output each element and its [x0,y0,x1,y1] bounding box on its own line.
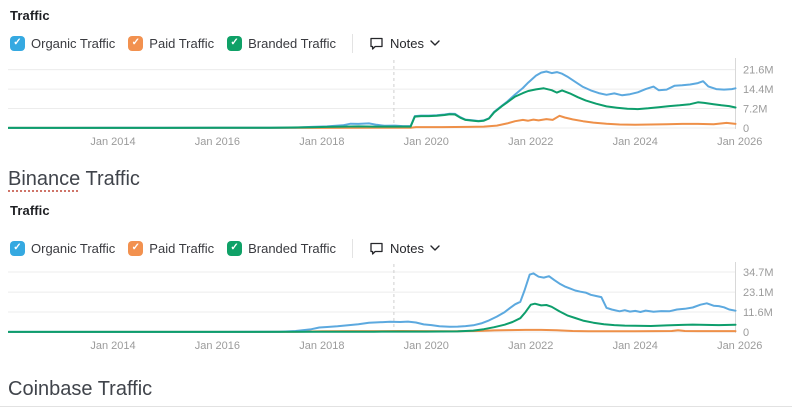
notes-label: Notes [390,240,424,256]
svg-text:Jan 2026: Jan 2026 [717,136,762,148]
heading-word-traffic: Traffic [80,168,140,190]
checkbox-organic[interactable]: ✓ [10,35,25,51]
panel-title: Traffic [10,8,50,23]
check-icon: ✓ [131,37,140,48]
legend-toggle-branded[interactable]: ✓ Branded Traffic [227,35,337,51]
svg-text:0: 0 [743,327,749,339]
checkbox-paid[interactable]: ✓ [128,240,144,256]
legend-row: ✓ Organic Traffic ✓ Paid Traffic ✓ Brand… [10,33,440,53]
svg-text:23.1M: 23.1M [743,287,774,299]
notes-label: Notes [390,35,424,51]
svg-text:11.6M: 11.6M [743,307,773,319]
traffic-chart-coinbase[interactable]: 34.7M 23.1M 11.6M 0 Jan 2014 Jan 2016 Jan 2018… [7,262,792,354]
legend-label-paid: Paid Traffic [149,240,215,256]
svg-text:Jan 2020: Jan 2020 [404,136,449,148]
svg-text:Jan 2016: Jan 2016 [195,340,240,352]
check-icon: ✓ [230,37,239,48]
legend-label-organic: Organic Traffic [31,35,116,51]
svg-text:14.4M: 14.4M [743,84,774,96]
svg-text:Jan 2024: Jan 2024 [613,136,658,148]
page-bottom-divider [0,406,792,407]
svg-text:Jan 2026: Jan 2026 [717,340,762,352]
checkbox-paid[interactable]: ✓ [128,35,144,51]
svg-text:34.7M: 34.7M [743,267,774,279]
legend-toggle-paid[interactable]: ✓ Paid Traffic [128,240,215,256]
svg-text:Jan 2016: Jan 2016 [195,136,240,148]
svg-text:21.6M: 21.6M [743,65,774,77]
traffic-chart-binance[interactable]: 21.6M 14.4M 7.2M 0 Jan 2014 Jan 2016 Jan 2018 J… [7,58,792,150]
legend-label-organic: Organic Traffic [31,240,116,256]
svg-text:0: 0 [743,123,749,135]
heading-word-binance: Binance [8,168,81,190]
legend-row: ✓ Organic Traffic ✓ Paid Traffic ✓ Brand… [10,238,440,258]
svg-text:Jan 2024: Jan 2024 [613,340,658,352]
svg-text:7.2M: 7.2M [743,104,767,116]
svg-text:Jan 2014: Jan 2014 [90,136,135,148]
legend-label-paid: Paid Traffic [149,35,215,51]
checkbox-organic[interactable]: ✓ [10,240,25,256]
check-icon: ✓ [131,242,140,253]
legend-label-branded: Branded Traffic [248,35,337,51]
notes-button[interactable]: Notes [369,36,440,51]
section-heading-binance: Binance Traffic [8,168,140,191]
legend-label-branded: Branded Traffic [248,240,337,256]
legend-toggle-organic[interactable]: ✓ Organic Traffic [10,240,116,256]
panel-title: Traffic [10,203,50,218]
heading-word-traffic: Traffic [92,378,153,400]
svg-text:Jan 2020: Jan 2020 [404,340,449,352]
svg-text:Jan 2022: Jan 2022 [508,340,553,352]
chevron-down-icon [430,40,440,46]
section-heading-coinbase: Coinbase Traffic [8,378,152,401]
checkbox-branded[interactable]: ✓ [227,240,243,256]
legend-divider [352,238,354,258]
svg-text:Jan 2022: Jan 2022 [508,136,553,148]
svg-text:Jan 2014: Jan 2014 [90,340,135,352]
legend-divider [352,33,354,53]
chevron-down-icon [430,245,440,251]
check-icon: ✓ [13,242,22,253]
note-bubble-icon [370,37,383,50]
check-icon: ✓ [230,242,239,253]
legend-toggle-paid[interactable]: ✓ Paid Traffic [128,35,215,51]
legend-toggle-organic[interactable]: ✓ Organic Traffic [10,35,116,51]
checkbox-branded[interactable]: ✓ [227,35,243,51]
svg-text:Jan 2018: Jan 2018 [299,340,344,352]
heading-word-coinbase: Coinbase [8,378,93,400]
notes-button[interactable]: Notes [369,241,440,256]
legend-toggle-branded[interactable]: ✓ Branded Traffic [227,240,337,256]
check-icon: ✓ [13,37,22,48]
note-bubble-icon [370,242,383,255]
svg-text:Jan 2018: Jan 2018 [299,136,344,148]
